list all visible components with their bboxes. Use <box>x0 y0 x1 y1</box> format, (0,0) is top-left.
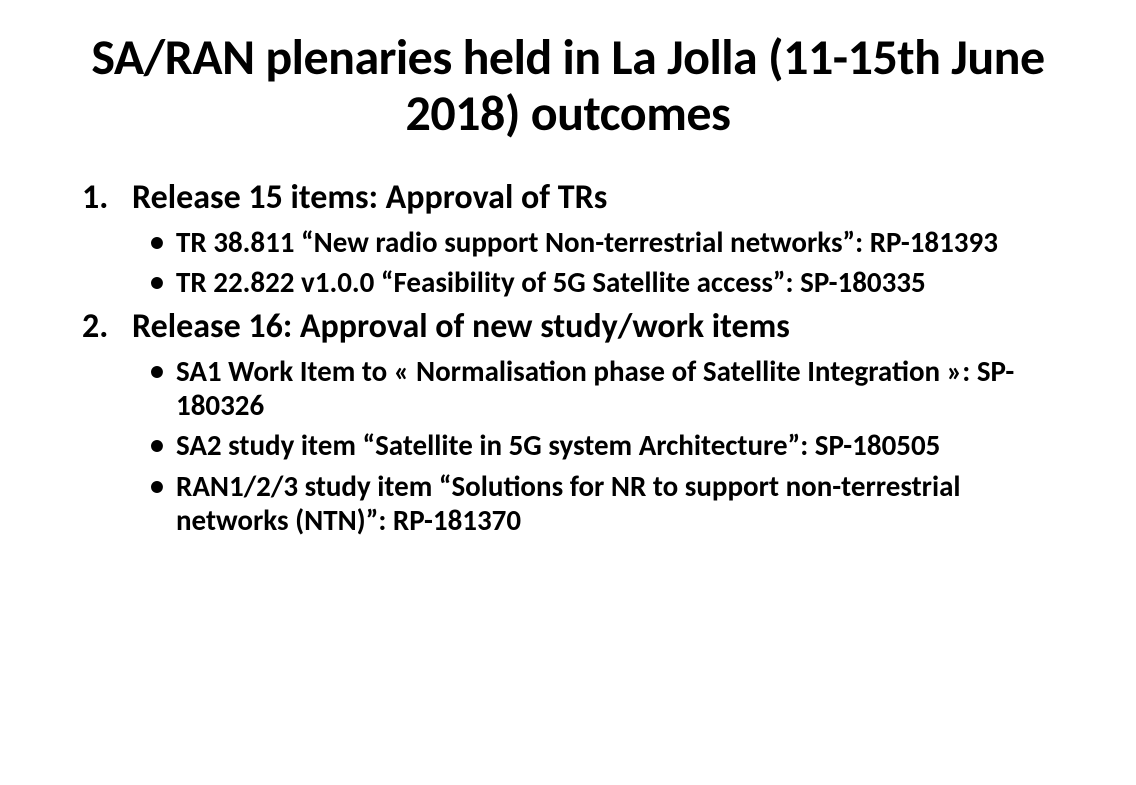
bullet-item: SA2 study item “Satellite in 5G system A… <box>150 428 1076 462</box>
bullet-item: TR 38.811 “New radio support Non-terrest… <box>150 225 1076 259</box>
slide-title: SA/RAN plenaries held in La Jolla (11-15… <box>60 30 1076 142</box>
list-item-2: Release 16: Approval of new study/work i… <box>70 307 1076 537</box>
bullet-item: RAN1/2/3 study item “Solutions for NR to… <box>150 469 1076 537</box>
numbered-list: Release 15 items: Approval of TRs TR 38.… <box>70 178 1076 537</box>
bullet-item: SA1 Work Item to « Normalisation phase o… <box>150 354 1076 422</box>
sublist-2: SA1 Work Item to « Normalisation phase o… <box>150 354 1076 537</box>
bullet-item: TR 22.822 v1.0.0 “Feasibility of 5G Sate… <box>150 265 1076 299</box>
list-item-2-heading: Release 16: Approval of new study/work i… <box>132 306 790 347</box>
list-item-1-heading: Release 15 items: Approval of TRs <box>132 177 607 218</box>
slide-content: Release 15 items: Approval of TRs TR 38.… <box>60 178 1076 537</box>
sublist-1: TR 38.811 “New radio support Non-terrest… <box>150 225 1076 299</box>
list-item-1: Release 15 items: Approval of TRs TR 38.… <box>70 178 1076 299</box>
